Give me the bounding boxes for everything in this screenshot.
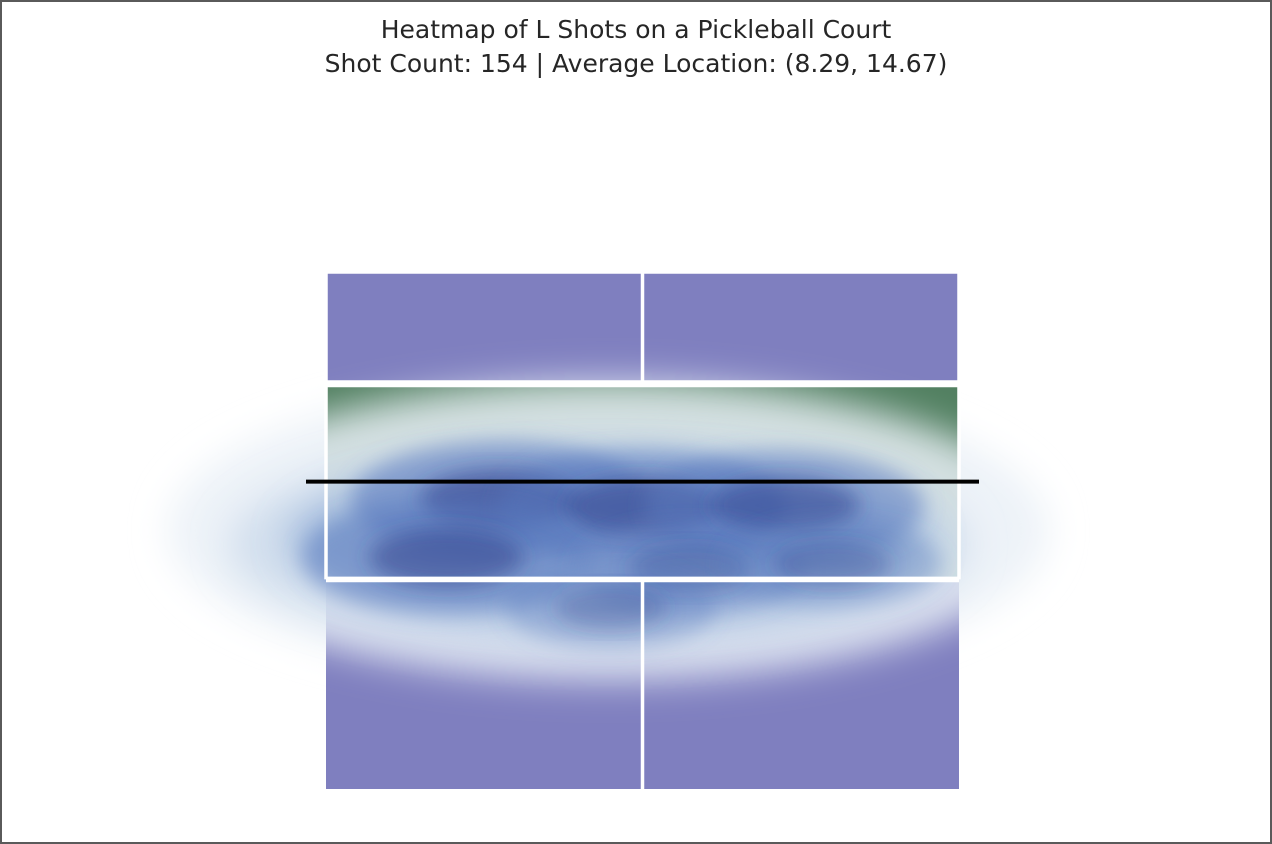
density-hotspot-core-6 (554, 586, 668, 629)
density-hotspot-core-5 (773, 542, 892, 587)
density-hotspot-core-3 (369, 528, 524, 586)
chart-title: Heatmap of L Shots on a Pickleball Court (380, 15, 892, 44)
service-box-far-left (326, 272, 643, 384)
chart-subtitle: Shot Count: 154 | Average Location: (8.2… (324, 49, 948, 78)
density-hotspot-core-2 (710, 477, 860, 534)
service-box-far-right (642, 272, 959, 384)
